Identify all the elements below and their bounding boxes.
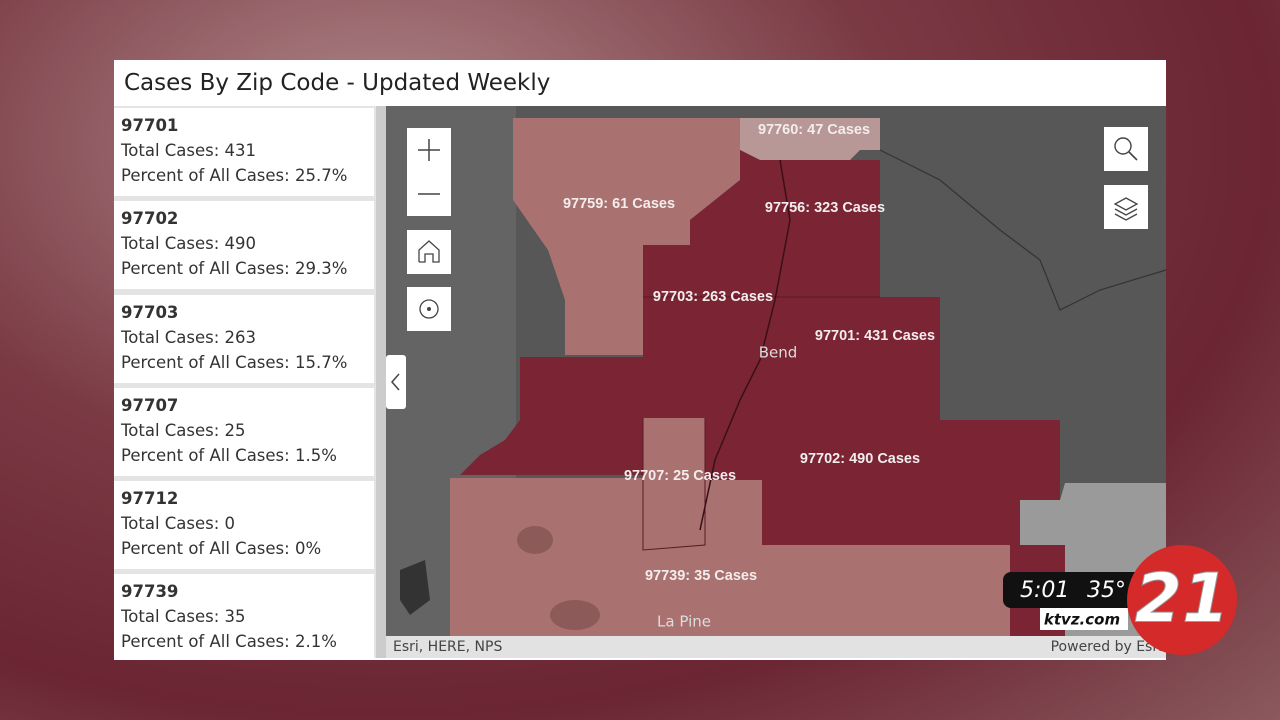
item-total: Total Cases: 0 — [121, 514, 236, 533]
panel: Cases By Zip Code - Updated Weekly 97701… — [114, 60, 1166, 660]
item-percent: Percent of All Cases: 2.1% — [121, 632, 337, 651]
item-percent: Percent of All Cases: 15.7% — [121, 353, 348, 372]
item-zip: 97739 — [121, 582, 179, 601]
zip-item[interactable]: 97703 Total Cases: 263 Percent of All Case… — [114, 295, 374, 383]
item-percent: Percent of All Cases: 29.3% — [121, 259, 348, 278]
item-total: Total Cases: 431 — [121, 141, 257, 160]
item-total: Total Cases: 263 — [121, 328, 257, 347]
item-percent: Percent of All Cases: 1.5% — [121, 446, 337, 465]
scrollbar[interactable] — [376, 106, 386, 658]
zip-item[interactable]: 97702 Total Cases: 490 Percent of All Case… — [114, 201, 374, 289]
item-total: Total Cases: 490 — [121, 234, 257, 253]
item-percent: Percent of All Cases: 0% — [121, 539, 322, 558]
item-zip: 97701 — [121, 116, 179, 135]
item-percent: Percent of All Cases: 25.7% — [121, 166, 348, 185]
zip-item[interactable]: 97712 Total Cases: 0 Percent of All Cases:… — [114, 481, 374, 569]
title: Cases By Zip Code - Updated Weekly — [124, 70, 551, 96]
item-total: Total Cases: 35 — [121, 607, 246, 626]
item-zip: 97702 — [121, 209, 179, 228]
item-zip: 97712 — [121, 489, 179, 508]
zip-item[interactable]: 97701 Total Cases: 431 Percent of All Case… — [114, 108, 374, 196]
item-zip: 97703 — [121, 303, 179, 322]
item-zip: 97707 — [121, 396, 179, 415]
item-total: Total Cases: 25 — [121, 421, 246, 440]
zip-item[interactable]: 97707 Total Cases: 25 Percent of All Cases… — [114, 388, 374, 476]
zip-list: 97701 Total Cases: 431 Percent of All Case… — [114, 106, 386, 658]
zip-item[interactable]: 97739 Total Cases: 35 Percent of All Cases… — [114, 574, 374, 658]
